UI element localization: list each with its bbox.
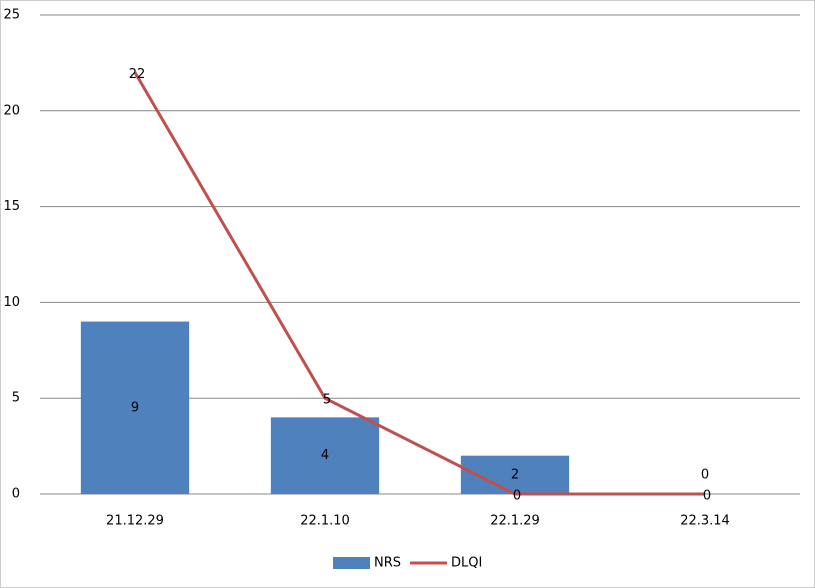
x-tick-label: 22.1.29 <box>490 514 540 529</box>
legend-swatch <box>333 557 370 569</box>
data-label: 5 <box>323 393 331 408</box>
data-label: 22 <box>129 67 146 82</box>
bar <box>270 417 380 494</box>
y-tick-label: 25 <box>3 8 20 23</box>
y-tick-label: 20 <box>3 103 20 118</box>
data-label: 0 <box>513 489 521 504</box>
x-tick-label: 22.1.10 <box>300 514 350 529</box>
y-tick-label: 15 <box>3 199 20 214</box>
line-series <box>133 71 705 496</box>
legend-label: DLQI <box>451 556 482 571</box>
data-label: 2 <box>511 467 519 482</box>
data-label: 9 <box>131 400 139 415</box>
data-label: 0 <box>703 489 711 504</box>
bar <box>80 321 190 494</box>
data-label: 0 <box>701 468 709 483</box>
y-tick-label: 5 <box>12 391 20 406</box>
y-tick-label: 0 <box>12 487 20 502</box>
legend-label: NRS <box>374 556 401 571</box>
y-tick-label: 10 <box>3 295 20 310</box>
x-tick-label: 22.3.14 <box>680 514 730 529</box>
x-tick-label: 21.12.29 <box>106 514 164 529</box>
data-label: 4 <box>321 448 329 463</box>
